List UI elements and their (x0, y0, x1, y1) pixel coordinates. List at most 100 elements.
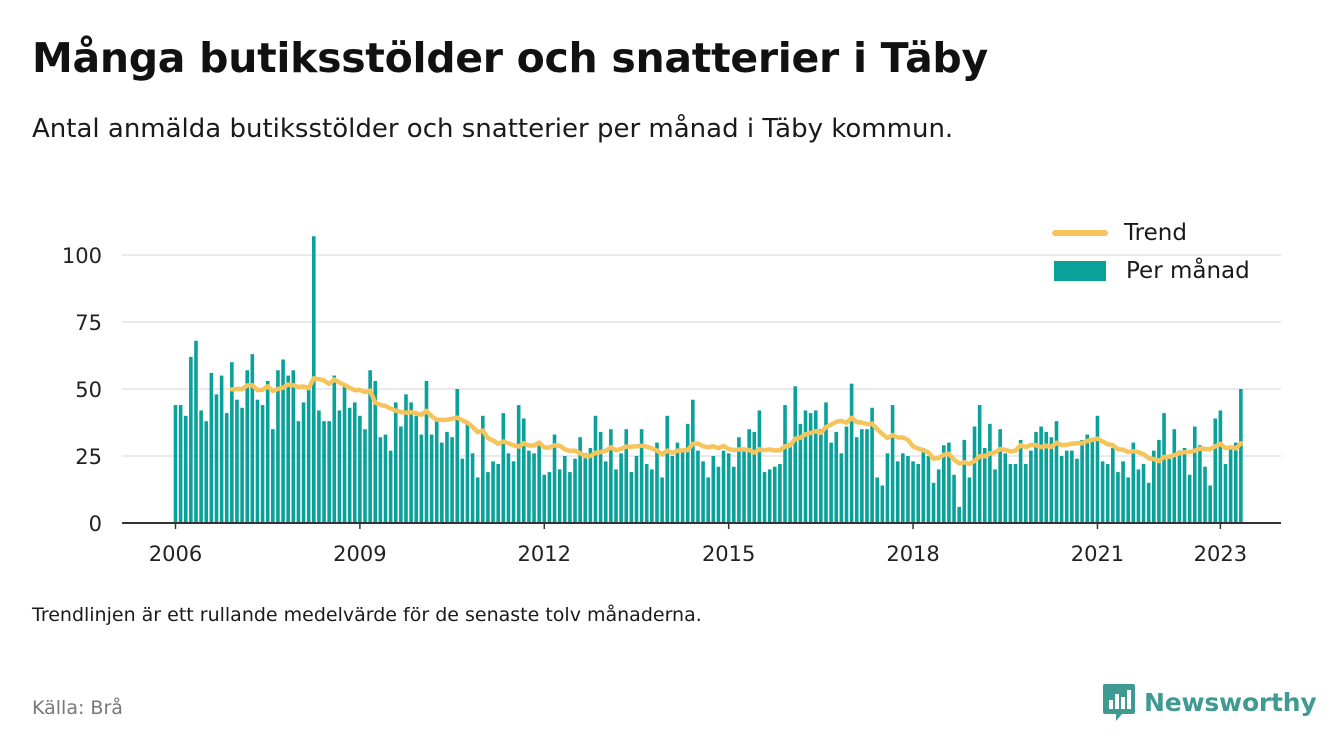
legend-item-trend: Trend (1052, 214, 1250, 252)
bar (460, 458, 465, 523)
bar (352, 402, 357, 523)
bar (696, 450, 700, 523)
bar (957, 506, 961, 523)
bar (1167, 458, 1171, 523)
bar (1223, 464, 1228, 523)
bar (260, 405, 265, 523)
bar (399, 426, 403, 523)
bar (224, 413, 229, 523)
bar (778, 464, 782, 523)
bar (706, 477, 710, 523)
bar-series (173, 236, 1243, 524)
bar (552, 434, 557, 523)
bar (271, 429, 275, 523)
bar (562, 456, 567, 523)
bar (726, 453, 731, 523)
bar (870, 407, 874, 523)
bar (1146, 482, 1151, 523)
bar (1198, 445, 1202, 523)
chart-subtitle: Antal anmälda butiksstölder och snatteri… (32, 114, 954, 144)
bar (788, 442, 792, 523)
bar (1044, 431, 1049, 523)
trend-series (229, 376, 1244, 467)
y-tick-label: 100 (62, 244, 102, 268)
bar (511, 461, 516, 523)
bar (885, 453, 890, 523)
bar (429, 434, 434, 523)
bar (921, 447, 926, 523)
bar (230, 362, 234, 523)
bar (1239, 389, 1243, 523)
bar (685, 423, 690, 523)
bar (1228, 447, 1233, 523)
x-tick-label: 2015 (702, 542, 755, 566)
bar (1049, 437, 1054, 523)
legend-swatch-trend (1052, 230, 1108, 236)
bar (711, 456, 716, 523)
bar (1218, 410, 1223, 523)
bar (721, 450, 726, 523)
bar (327, 421, 331, 523)
bar (916, 464, 920, 523)
bar (670, 456, 675, 523)
bar (639, 429, 644, 523)
bar (173, 405, 178, 523)
bar (491, 461, 495, 523)
bar (936, 469, 941, 523)
bar (1233, 442, 1238, 523)
bar (854, 437, 859, 523)
bar (752, 431, 757, 523)
bar (506, 453, 511, 523)
bar (332, 375, 337, 523)
bar (440, 442, 444, 523)
bar (988, 423, 992, 523)
bar (947, 442, 951, 523)
bar (265, 380, 270, 523)
bar (839, 453, 844, 523)
bar (363, 429, 367, 523)
bar (675, 442, 680, 523)
bar (434, 421, 439, 523)
bar (1085, 434, 1090, 523)
bar (860, 429, 864, 523)
bar (803, 410, 808, 523)
bar (286, 375, 290, 523)
bar (593, 415, 598, 523)
y-tick-label: 0 (89, 512, 102, 536)
bar (516, 405, 521, 523)
bar (373, 380, 378, 523)
bar (501, 413, 506, 523)
bar (573, 458, 577, 523)
bar (204, 421, 209, 523)
bar (178, 405, 183, 523)
bar (1172, 429, 1177, 523)
bar (1039, 426, 1043, 523)
bar (219, 375, 224, 523)
bar (655, 442, 659, 523)
bar (1187, 474, 1192, 523)
bar (255, 399, 260, 523)
y-tick-label: 50 (75, 378, 102, 402)
bar (1059, 456, 1064, 523)
bar (895, 461, 900, 523)
bar (414, 415, 419, 523)
bar (737, 437, 741, 523)
bar (1090, 439, 1095, 523)
bar (1070, 450, 1074, 523)
bar (993, 469, 997, 523)
bar (214, 394, 219, 523)
bar (1003, 453, 1008, 523)
bar (1157, 439, 1161, 523)
bar (404, 394, 408, 523)
bar (578, 437, 582, 523)
brand-logo[interactable]: Newsworthy (1102, 682, 1317, 722)
bar (470, 453, 475, 523)
trend-line (229, 376, 1244, 467)
bar (557, 469, 562, 523)
newsworthy-logo-icon (1103, 684, 1135, 721)
bar (424, 380, 429, 523)
bar (317, 410, 321, 523)
bar (1152, 450, 1156, 523)
x-tick-label: 2006 (149, 542, 202, 566)
bar (1008, 464, 1013, 523)
